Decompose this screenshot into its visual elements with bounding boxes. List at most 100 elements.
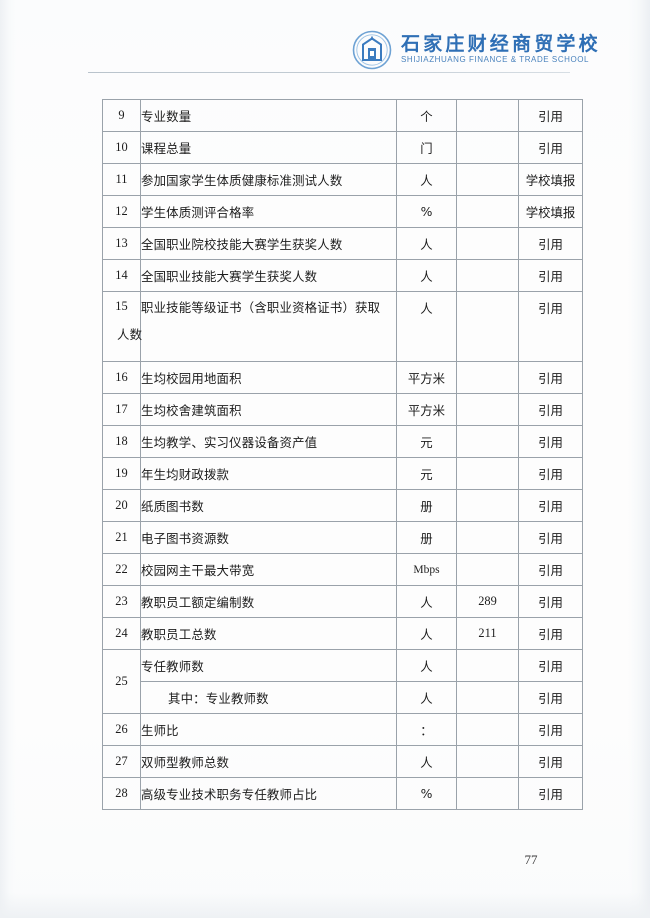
table-row: 26 生师比： 引用 (102, 713, 583, 746)
cell-row-number: 16 (102, 361, 141, 394)
table-row: 17 生均校舍建筑面积 平方米 引用 (102, 393, 583, 426)
cell-row-number: 28 (102, 777, 141, 810)
metrics-table-wrapper: 9 专业数量个引用 10 课程总量门引用 11 参加国家学生体质健康标准测试人数人学校填报… (102, 99, 583, 810)
school-name-block: 石家庄财经商贸学校 SHIJIAZHUANG FINANCE & TRADE S… (401, 33, 601, 65)
cell-value[interactable] (456, 457, 519, 490)
cell-unit: % (396, 777, 457, 810)
cell-row-number: 27 (102, 745, 141, 778)
cell-value[interactable] (456, 521, 519, 554)
cell-value[interactable] (456, 489, 519, 522)
cell-unit: 人 (396, 291, 457, 362)
cell-row-number: 22 (102, 553, 141, 586)
cell-unit: 个 (396, 99, 457, 132)
cell-data-source: 引用 (518, 649, 583, 682)
scan-shadow-bottom (0, 892, 650, 918)
cell-value[interactable] (456, 553, 519, 586)
cell-value[interactable]: 289 (456, 585, 519, 618)
metrics-table: 9 专业数量个引用 10 课程总量门引用 11 参加国家学生体质健康标准测试人数人学校填报… (102, 99, 583, 810)
cell-indicator-name: 教职员工总数 (140, 617, 397, 650)
cell-value[interactable] (456, 745, 519, 778)
cell-data-source: 引用 (518, 457, 583, 490)
header-divider (88, 72, 570, 73)
cell-data-source: 引用 (518, 425, 583, 458)
cell-unit: 人 (396, 681, 457, 714)
cell-unit: % (396, 195, 457, 228)
school-name-cn: 石家庄财经商贸学校 (401, 33, 601, 56)
cell-indicator-name: 年生均财政拨款 (140, 457, 397, 490)
cell-value[interactable] (456, 713, 519, 746)
letterhead: 石家庄财经商贸学校 SHIJIAZHUANG FINANCE & TRADE S… (352, 30, 601, 70)
cell-row-number: 13 (102, 227, 141, 260)
page-number-value: 77 (524, 852, 538, 867)
school-name-en: SHIJIAZHUANG FINANCE & TRADE SCHOOL (401, 55, 590, 65)
cell-value[interactable] (456, 131, 519, 164)
cell-indicator-name: 生均校园用地面积 (140, 361, 397, 394)
cell-indicator-name: 教职员工额定编制数 (140, 585, 397, 618)
cell-indicator-name: 课程总量 (140, 131, 397, 164)
table-row: 12 学生体质测评合格率% 学校填报 (102, 195, 583, 228)
table-row: 16 生均校园用地面积 平方米 引用 (102, 361, 583, 394)
table-row: 其中：专业教师数人 引用 (103, 681, 583, 714)
cell-indicator-name: 全国职业技能大赛学生获奖人数 (140, 259, 397, 292)
cell-value[interactable] (456, 393, 519, 426)
cell-indicator-name: 生师比 (140, 713, 397, 746)
cell-unit: 人 (396, 163, 457, 196)
cell-value[interactable] (456, 681, 519, 714)
cell-data-source: 引用 (518, 681, 583, 714)
cell-value[interactable] (456, 163, 519, 196)
cell-data-source: 引用 (518, 259, 583, 292)
school-crest-icon (352, 30, 392, 70)
table-row: 14 全国职业技能大赛学生获奖人数人 引用 (102, 259, 583, 292)
cell-value[interactable] (456, 259, 519, 292)
cell-row-number: 19 (102, 457, 141, 490)
cell-data-source: 引用 (518, 617, 583, 650)
cell-indicator-name: 其中：专业教师数 (140, 681, 397, 714)
indicator-name-line-2: 人数 (117, 327, 143, 342)
cell-value[interactable] (456, 99, 519, 132)
cell-data-source: 引用 (518, 227, 583, 260)
cell-value[interactable] (456, 195, 519, 228)
cell-data-source: 引用 (518, 521, 583, 554)
table-row: 24 教职员工总数人 211 引用 (102, 617, 583, 650)
cell-value[interactable] (456, 425, 519, 458)
indicator-name-line-1: 职业技能等级证书（含职业资格证书）获取 (141, 300, 381, 315)
cell-row-number: 24 (102, 617, 141, 650)
cell-indicator-name: 生均校舍建筑面积 (140, 393, 397, 426)
cell-indicator-name: 专业数量 (140, 99, 397, 132)
table-row: 19 年生均财政拨款元 引用 (102, 457, 583, 490)
cell-value[interactable] (456, 777, 519, 810)
table-row: 23 教职员工额定编制数人 289 引用 (102, 585, 583, 618)
cell-unit: 人 (396, 259, 457, 292)
cell-data-source: 引用 (518, 361, 583, 394)
cell-unit: 元 (396, 457, 457, 490)
cell-row-number: 21 (102, 521, 141, 554)
cell-unit: 册 (396, 489, 457, 522)
table-row: 21 电子图书资源数册 引用 (102, 521, 583, 554)
page-number: 77 (0, 852, 650, 868)
cell-unit: 人 (396, 585, 457, 618)
cell-unit: 元 (396, 425, 457, 458)
cell-data-source: 引用 (518, 393, 583, 426)
cell-row-number: 17 (102, 393, 141, 426)
cell-value[interactable]: 211 (456, 617, 519, 650)
cell-unit: 人 (396, 617, 457, 650)
cell-unit: ： (396, 713, 457, 746)
cell-data-source: 引用 (518, 553, 583, 586)
metrics-table-body: 9 专业数量个引用 10 课程总量门引用 11 参加国家学生体质健康标准测试人数人学校填报… (102, 99, 583, 810)
cell-data-source: 引用 (518, 489, 583, 522)
cell-row-number: 20 (102, 489, 141, 522)
cell-indicator-name: 职业技能等级证书（含职业资格证书）获取人数 (117, 291, 397, 362)
cell-value[interactable] (456, 227, 519, 260)
cell-row-number: 11 (102, 163, 141, 196)
table-row: 10 课程总量门 引用 (102, 131, 583, 164)
cell-indicator-name: 高级专业技术职务专任教师占比 (140, 777, 397, 810)
cell-indicator-name: 双师型教师总数 (140, 745, 397, 778)
cell-row-number: 14 (102, 259, 141, 292)
cell-value[interactable] (456, 291, 519, 362)
cell-row-number: 25 (102, 649, 141, 714)
cell-data-source: 引用 (518, 777, 583, 810)
cell-value[interactable] (456, 361, 519, 394)
cell-value[interactable] (456, 649, 519, 682)
cell-data-source: 学校填报 (518, 163, 583, 196)
